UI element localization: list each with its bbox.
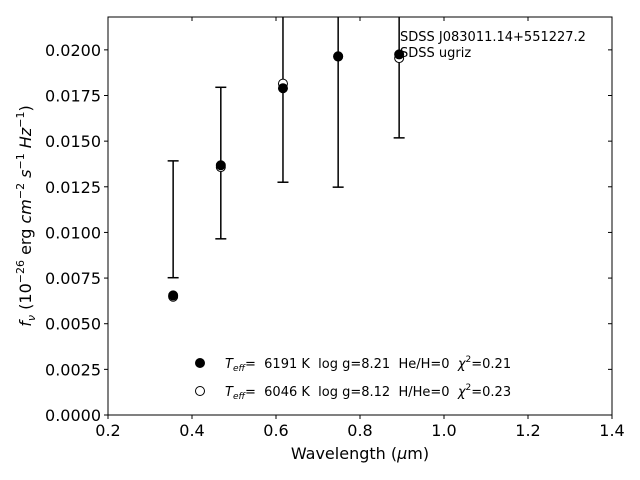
x-tick-label: 0.8 <box>347 421 372 440</box>
plot-area <box>107 16 613 416</box>
x-tick-label: 1.2 <box>515 421 540 440</box>
y-tick-label: 0.0025 <box>45 360 101 379</box>
y-tick-label: 0.0200 <box>45 41 101 60</box>
legend-entry-1: Teff= 6191 K log g=8.21 He/H=0 χ2=0.21 <box>225 355 511 374</box>
model-point-filled <box>168 290 179 301</box>
y-tick-label: 0.0125 <box>45 178 101 197</box>
x-ticks: 0.2 0.4 0.6 0.8 1.0 1.2 1.4 <box>95 17 625 440</box>
x-tick-label: 0.2 <box>95 421 120 440</box>
y-tick-label: 0.0075 <box>45 269 101 288</box>
y-tick-label: 0.0000 <box>45 406 101 425</box>
y-tick-label: 0.0100 <box>45 223 101 242</box>
x-tick-label: 1.4 <box>599 421 624 440</box>
object-name-annotation: SDSS J083011.14+551227.2 <box>400 30 586 45</box>
x-tick-label: 1.0 <box>431 421 456 440</box>
x-tick-label: 0.4 <box>179 421 204 440</box>
data-markers <box>168 49 405 302</box>
model-point-filled <box>277 83 288 94</box>
model-point-filled <box>394 49 405 60</box>
legend-marker-open <box>195 386 205 396</box>
photometry-annotation: SDSS ugriz <box>400 46 471 61</box>
model-point-filled <box>333 51 344 62</box>
legend-marker-filled <box>195 358 205 368</box>
model-point-filled <box>215 160 226 171</box>
y-ticks: 0.0000 0.0025 0.0050 0.0075 0.0100 0.0125 0.01… <box>45 41 612 425</box>
x-tick-label: 0.6 <box>263 421 288 440</box>
error-bars <box>167 17 405 279</box>
y-axis-label: fν (10−26 erg cm−2 s−1 Hz−1) <box>14 105 38 326</box>
y-tick-label: 0.0175 <box>45 87 101 106</box>
y-tick-label: 0.0150 <box>45 132 101 151</box>
y-tick-label: 0.0050 <box>45 315 101 334</box>
legend: Teff= 6191 K log g=8.21 He/H=0 χ2=0.21 T… <box>195 355 511 402</box>
x-axis-label: Wavelength (μm) <box>291 444 429 463</box>
legend-entry-2: Teff= 6046 K log g=8.12 H/He=0 χ2=0.23 <box>225 383 511 402</box>
